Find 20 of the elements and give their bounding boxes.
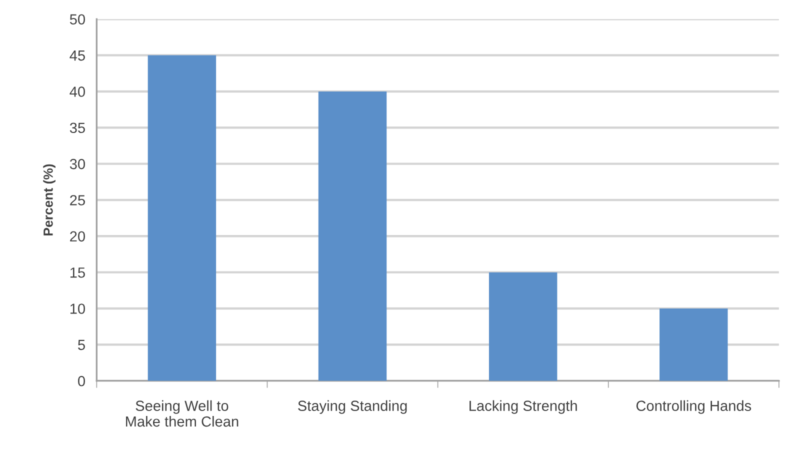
y-tick-label: 45 <box>70 50 85 61</box>
bar <box>488 272 558 381</box>
y-tick-label: 10 <box>70 304 85 314</box>
x-tick-label: Staying Standing <box>298 400 407 414</box>
x-tick-label: Seeing Well to Make them Clean <box>126 400 238 427</box>
y-tick-label: 20 <box>70 231 85 242</box>
y-tick-label: 30 <box>70 158 85 170</box>
bar <box>660 308 728 381</box>
y-tick-label: 25 <box>70 195 85 206</box>
y-tick-label: 0 <box>78 376 85 386</box>
y-tick-label: 35 <box>70 122 85 134</box>
y-axis-title: Percent (%) <box>43 164 56 236</box>
x-tick-label: Lacking Strength <box>470 400 577 414</box>
bar <box>148 55 216 381</box>
y-tick-label: 15 <box>70 268 85 278</box>
x-tick-label: Controlling Hands <box>636 400 752 414</box>
y-tick-label: 40 <box>70 86 85 97</box>
y-tick-label: 50 <box>70 14 85 25</box>
bar <box>318 91 387 381</box>
y-tick-label: 5 <box>78 340 85 350</box>
